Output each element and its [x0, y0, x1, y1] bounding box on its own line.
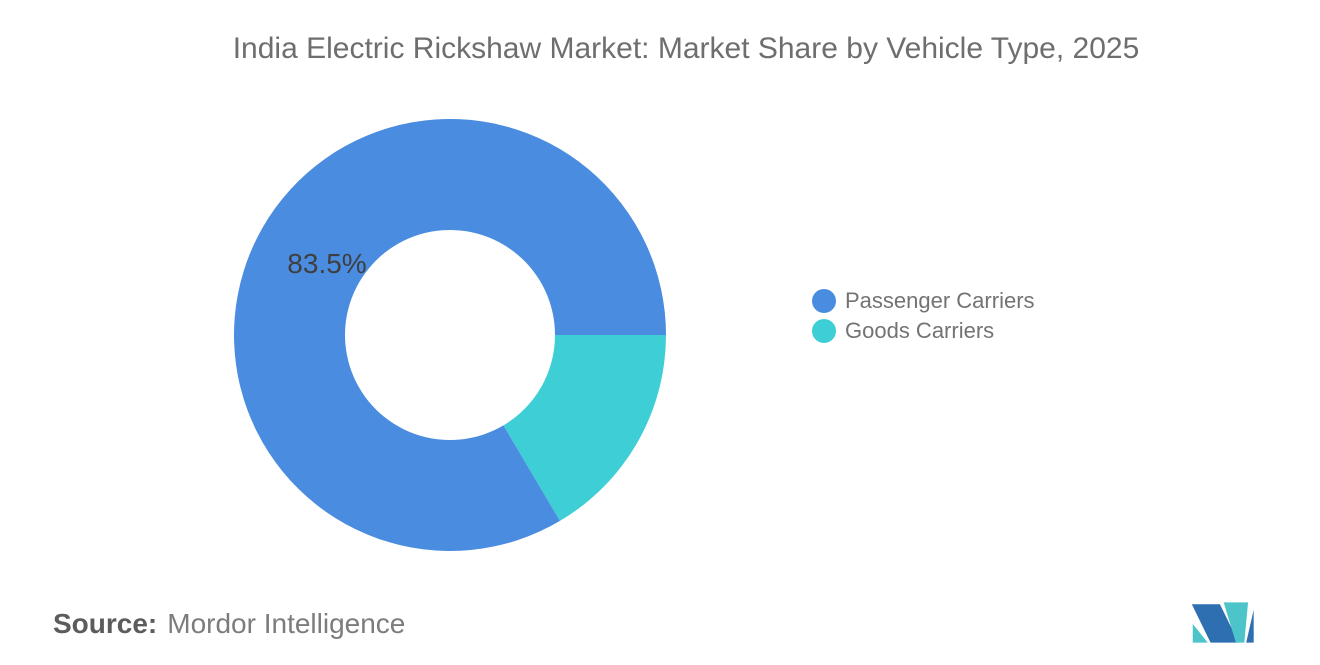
legend-label: Goods Carriers	[845, 318, 995, 343]
donut-chart-svg	[234, 118, 666, 551]
mordor-logo-icon	[1191, 602, 1254, 643]
legend-item-goods-carriers: Goods Carriers	[812, 316, 1035, 346]
chart-title: India Electric Rickshaw Market: Market S…	[232, 32, 1140, 65]
slice-data-label: 83.5%	[287, 248, 367, 279]
slice-passenger-carriers	[234, 118, 666, 551]
slice-goods-carriers	[503, 335, 666, 521]
source-attribution: Source: Mordor Intelligence	[53, 608, 405, 640]
legend-swatch-icon	[812, 319, 836, 343]
donut-chart: 83.5%	[233, 118, 667, 552]
source-value: Mordor Intelligence	[167, 608, 406, 639]
legend-swatch-icon	[812, 289, 836, 313]
chart-legend: Passenger Carriers Goods Carriers	[812, 286, 1035, 346]
legend-item-passenger-carriers: Passenger Carriers	[812, 286, 1035, 316]
source-label: Source:	[53, 608, 158, 639]
legend-label: Passenger Carriers	[845, 288, 1035, 313]
mordor-intelligence-logo	[1189, 598, 1264, 646]
